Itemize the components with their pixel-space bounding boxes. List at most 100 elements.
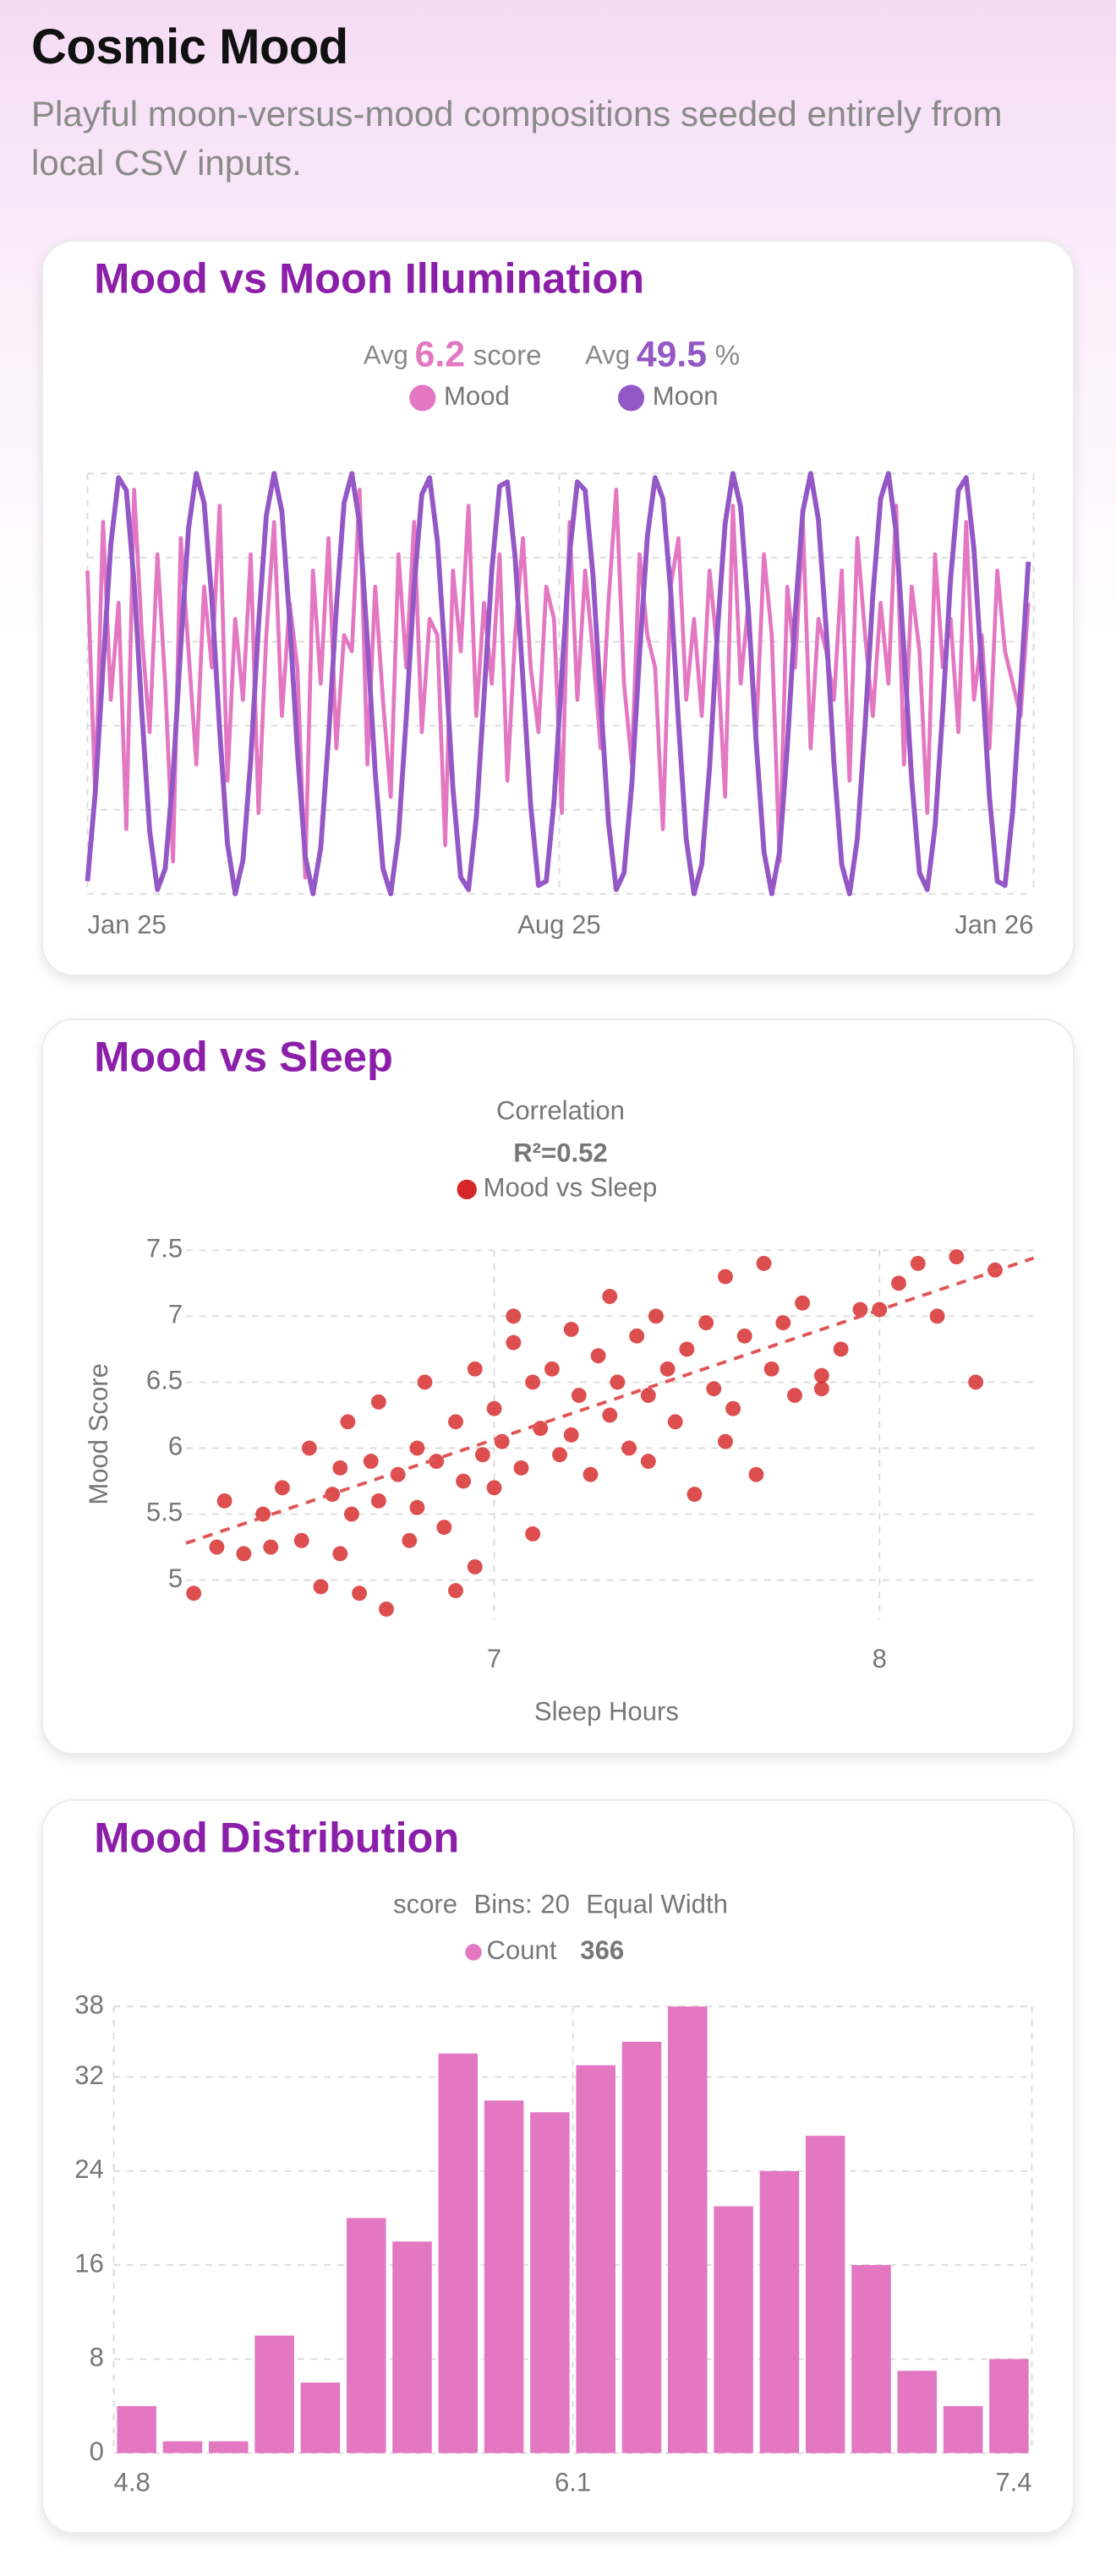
y-tick-label: 5.5 bbox=[146, 1498, 183, 1527]
legend-label: Moon bbox=[653, 381, 719, 411]
chart-card: Mood vs Moon Illumination Avg 6.2 score Moo… bbox=[41, 240, 1075, 976]
chart-card: Mood Distribution score Bins: 20 Equal Widt… bbox=[41, 1799, 1075, 2534]
data-line bbox=[85, 471, 1031, 897]
legend-label: Mood vs Sleep bbox=[484, 1173, 658, 1203]
scatter-point bbox=[402, 1532, 418, 1548]
scatter-point bbox=[363, 1454, 379, 1470]
histogram-bar bbox=[851, 2265, 891, 2453]
x-tick-label: Jan 25 bbox=[87, 910, 166, 940]
scatter-point bbox=[640, 1388, 656, 1403]
histogram-bar bbox=[714, 2206, 753, 2453]
scatter-point bbox=[352, 1585, 368, 1602]
histogram-bar bbox=[759, 2170, 800, 2453]
scatter-point bbox=[332, 1460, 348, 1476]
legend-swatch bbox=[465, 1944, 482, 1961]
y-tick-label: 0 bbox=[90, 2437, 104, 2466]
y-tick-label: 5 bbox=[168, 1564, 183, 1593]
field-name: score bbox=[393, 1890, 457, 1919]
scatter-point bbox=[506, 1334, 522, 1351]
scatter-point bbox=[590, 1348, 606, 1364]
average-value: 49.5 bbox=[637, 335, 707, 375]
chart: Mood vs Sleep Correlation R²=0.52 Mood vs … bbox=[84, 1032, 1035, 1726]
y-tick-label: 7 bbox=[168, 1300, 183, 1329]
y-tick-label: 38 bbox=[74, 1989, 104, 2019]
histogram-bar bbox=[621, 2041, 662, 2453]
chart: Mood Distribution score Bins: 20 Equal Widt… bbox=[74, 1813, 1033, 2497]
scatter-point bbox=[275, 1480, 290, 1496]
scatter-point bbox=[340, 1414, 356, 1430]
x-tick-label: 7 bbox=[487, 1644, 501, 1673]
scatter-point bbox=[640, 1454, 656, 1470]
y-tick-label: 8 bbox=[90, 2343, 104, 2372]
scatter-point bbox=[486, 1480, 502, 1496]
scatter-point bbox=[332, 1546, 348, 1562]
scatter-point bbox=[833, 1341, 849, 1357]
scatter-point bbox=[602, 1407, 618, 1423]
scatter-point bbox=[467, 1559, 483, 1575]
y-tick-label: 7.5 bbox=[146, 1234, 183, 1263]
scatter-point bbox=[216, 1493, 232, 1509]
scatter-point bbox=[621, 1440, 637, 1456]
scatter-point bbox=[544, 1361, 560, 1377]
scatter-point bbox=[891, 1275, 906, 1291]
scatter-point bbox=[313, 1579, 329, 1595]
chart-subtitle: Correlation bbox=[496, 1095, 625, 1125]
scatter-point bbox=[667, 1414, 683, 1430]
histogram-bar bbox=[484, 2100, 524, 2453]
y-tick-label: 24 bbox=[74, 2154, 104, 2184]
histogram-bar bbox=[438, 2053, 479, 2453]
scatter-point bbox=[736, 1328, 752, 1344]
scatter-point bbox=[370, 1493, 386, 1509]
scatter-point bbox=[263, 1539, 279, 1555]
scatter-point bbox=[718, 1269, 733, 1285]
chart-subtitle: score Bins: 20 Equal Width bbox=[393, 1890, 728, 1919]
scatter-point bbox=[344, 1506, 359, 1522]
chart-title: Mood Distribution bbox=[94, 1813, 459, 1861]
legend-swatch bbox=[457, 1179, 477, 1200]
scatter-point bbox=[725, 1400, 741, 1416]
scatter-point bbox=[698, 1315, 714, 1331]
scatter-point bbox=[506, 1308, 522, 1324]
histogram-bar bbox=[897, 2371, 938, 2453]
legend-average: Avg 49.5% bbox=[585, 335, 740, 375]
scatter-point bbox=[379, 1602, 394, 1617]
average-label: Avg bbox=[585, 341, 630, 370]
scatter-point bbox=[813, 1381, 829, 1397]
trend-line bbox=[185, 1256, 1035, 1545]
chart-title: Mood vs Sleep bbox=[94, 1032, 393, 1080]
legend-swatch bbox=[409, 385, 436, 412]
scatter-point bbox=[409, 1499, 425, 1515]
histogram-bar bbox=[805, 2136, 845, 2453]
scatter-point bbox=[706, 1381, 722, 1397]
annotation-label: R²= bbox=[513, 1138, 556, 1168]
scatter-point bbox=[429, 1454, 445, 1470]
scatter-point bbox=[448, 1583, 463, 1599]
page-subtitle: Playful moon-versus-mood compositions se… bbox=[31, 94, 1003, 183]
bin-count: 20 bbox=[540, 1890, 570, 1919]
chart-card: Mood vs Sleep Correlation R²=0.52 Mood vs … bbox=[41, 1018, 1075, 1755]
legend-total: 366 bbox=[580, 1935, 624, 1965]
x-axis-title: Sleep Hours bbox=[534, 1696, 679, 1726]
histogram-bar bbox=[209, 2441, 249, 2453]
scatter-point bbox=[968, 1374, 984, 1390]
scatter-point bbox=[659, 1361, 676, 1377]
histogram-bar bbox=[300, 2382, 341, 2453]
x-tick-label: Jan 26 bbox=[955, 910, 1033, 940]
histogram-bar bbox=[943, 2405, 983, 2453]
scatter-point bbox=[563, 1322, 579, 1337]
scatter-point bbox=[552, 1447, 567, 1463]
histogram-bar bbox=[530, 2112, 570, 2453]
scatter-point bbox=[852, 1302, 868, 1318]
scatter-point bbox=[949, 1249, 965, 1265]
scatter-point bbox=[525, 1374, 541, 1390]
average-unit: % bbox=[715, 339, 740, 370]
scatter-point bbox=[486, 1400, 502, 1416]
histogram-bar bbox=[989, 2359, 1029, 2453]
annotation-value: 0.52 bbox=[556, 1138, 608, 1168]
average-label: Avg bbox=[364, 341, 408, 370]
scatter-point bbox=[436, 1520, 452, 1536]
scatter-point bbox=[687, 1487, 703, 1503]
scatter-point bbox=[583, 1466, 599, 1482]
scatter-point bbox=[513, 1460, 529, 1476]
